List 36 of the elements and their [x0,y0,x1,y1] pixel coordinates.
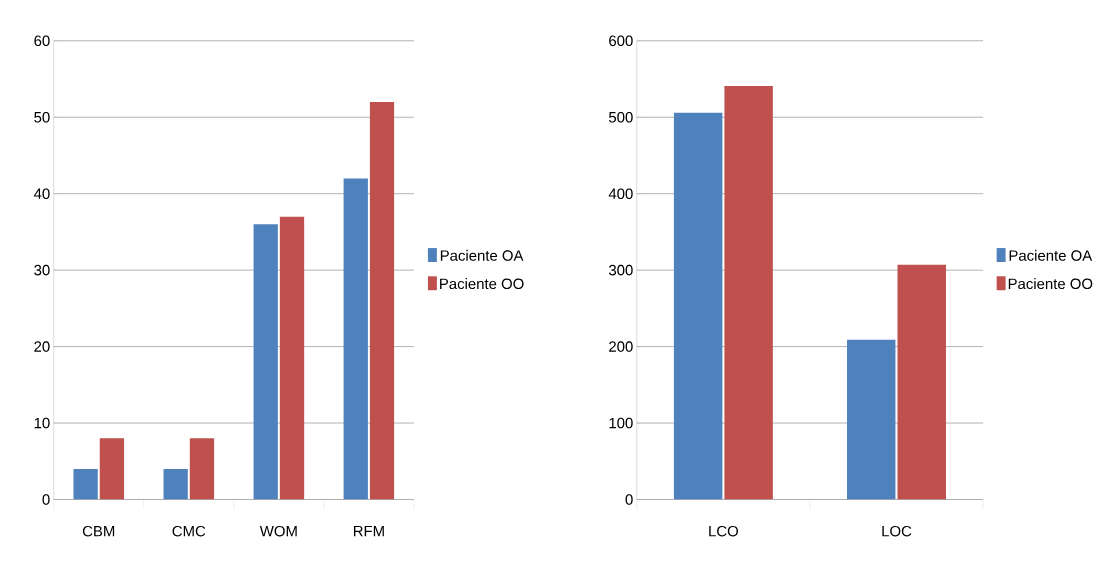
legend-label: Paciente OA [440,249,524,261]
y-tick-label: 10 [34,417,50,429]
bar [343,178,368,500]
x-tick-label: RFM [353,525,384,537]
x-tick-label: LOC [882,525,912,537]
y-tick-label: 60 [34,35,50,47]
bar [369,101,395,500]
bar [73,468,98,500]
bar [279,216,305,500]
y-tick-label: 30 [34,264,50,276]
y-tick-label: 20 [34,341,50,352]
y-tick-label: 300 [608,264,633,276]
x-tick-label: CMC [172,525,206,537]
y-tick-label: 200 [609,341,633,352]
bar [897,264,946,500]
legend-label: Paciente OO [440,278,524,290]
y-tick-label: 50 [34,111,50,123]
y-tick-label: 0 [42,494,50,505]
bar [847,339,896,500]
x-tick-label: CBM [82,525,115,537]
bar [163,468,188,500]
y-tick-label: 600 [609,35,633,47]
y-tick-label: 400 [608,188,633,199]
y-tick-label: 40 [33,188,50,199]
y-tick-label: 100 [609,417,633,429]
legend-label: Paciente OO [1008,278,1093,290]
bar [99,438,125,500]
x-tick-label: LCO [709,525,738,537]
y-tick-label: 0 [625,494,633,505]
bar [724,85,773,500]
y-tick-label: 500 [608,111,633,123]
legend-label: Paciente OA [1009,249,1093,261]
bar [189,438,215,500]
bar [673,112,723,500]
bar [253,224,278,500]
x-tick-label: WOM [259,525,297,537]
